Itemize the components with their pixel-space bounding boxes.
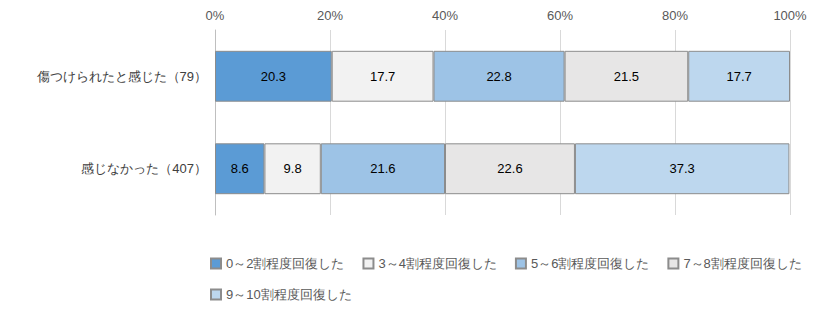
svg-text:17.7: 17.7 (726, 69, 751, 84)
svg-text:100%: 100% (773, 8, 807, 23)
svg-text:20.3: 20.3 (261, 69, 286, 84)
svg-text:37.3: 37.3 (670, 161, 695, 176)
svg-text:22.6: 22.6 (497, 161, 522, 176)
svg-text:3～4割程度回復した: 3～4割程度回復した (378, 256, 496, 271)
svg-text:7～8割程度回復した: 7～8割程度回復した (683, 256, 801, 271)
svg-text:感じなかった（407）: 感じなかった（407） (81, 161, 207, 176)
svg-text:17.7: 17.7 (370, 69, 395, 84)
svg-text:5～6割程度回復した: 5～6割程度回復した (531, 256, 649, 271)
svg-text:20%: 20% (317, 8, 343, 23)
svg-text:60%: 60% (547, 8, 573, 23)
svg-text:21.6: 21.6 (370, 161, 395, 176)
svg-text:9.8: 9.8 (284, 161, 302, 176)
svg-text:傷つけられたと感じた（79）: 傷つけられたと感じた（79） (36, 69, 207, 84)
svg-text:0～2割程度回復した: 0～2割程度回復した (226, 256, 344, 271)
svg-text:9～10割程度回復した: 9～10割程度回復した (226, 287, 352, 302)
svg-text:0%: 0% (206, 8, 225, 23)
svg-text:8.6: 8.6 (231, 161, 249, 176)
svg-text:21.5: 21.5 (614, 69, 639, 84)
svg-text:40%: 40% (432, 8, 458, 23)
svg-text:22.8: 22.8 (486, 69, 511, 84)
svg-text:80%: 80% (662, 8, 688, 23)
